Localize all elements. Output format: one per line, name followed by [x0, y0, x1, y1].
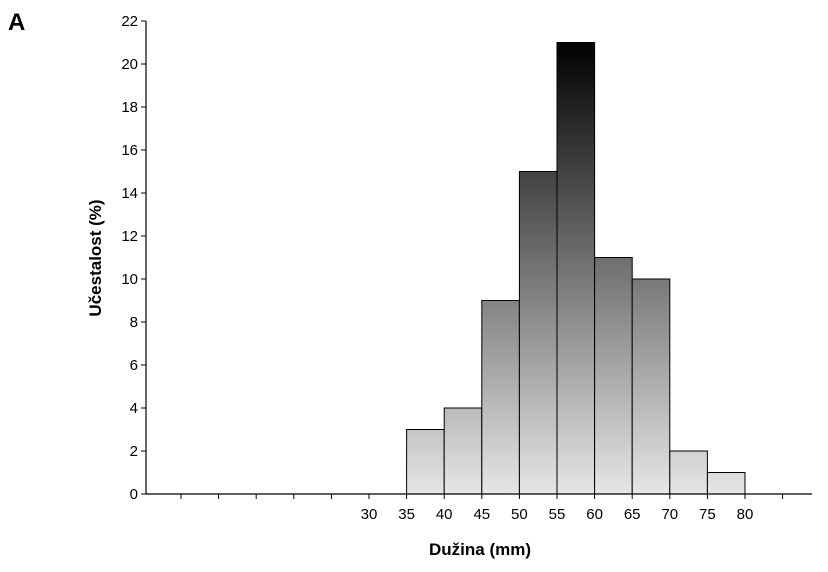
- bar-55-60: [556, 42, 596, 495]
- y-tick-label: 8: [130, 314, 138, 331]
- x-tick-label: 45: [473, 506, 490, 523]
- x-tick-label: 55: [549, 506, 566, 523]
- x-tick-label: 60: [586, 506, 603, 523]
- x-tick-label: 75: [699, 506, 716, 523]
- y-tick-label: 16: [121, 142, 138, 159]
- x-tick-label: 65: [624, 506, 641, 523]
- x-tick-label: 80: [737, 506, 754, 523]
- x-tick-label: 70: [661, 506, 678, 523]
- y-tick-label: 18: [121, 99, 138, 116]
- x-axis-label: Dužina (mm): [429, 540, 531, 559]
- bar-45-50: [481, 300, 520, 495]
- bar-35-40: [406, 429, 445, 495]
- panel-label: A: [8, 9, 25, 36]
- bar-70-75: [669, 450, 708, 495]
- bar-50-55: [518, 171, 558, 495]
- y-tick-label: 4: [130, 400, 138, 417]
- y-tick-label: 22: [121, 13, 138, 30]
- y-tick-label: 10: [121, 271, 138, 288]
- y-tick-label: 20: [121, 56, 138, 73]
- bar-75-80: [706, 472, 746, 495]
- y-axis-label: Učestalost (%): [86, 199, 105, 316]
- x-tick-label: 40: [436, 506, 453, 523]
- bars-group: [406, 42, 746, 495]
- bar-60-65: [594, 257, 633, 495]
- y-tick-label: 6: [130, 357, 138, 374]
- y-tick-label: 2: [130, 443, 138, 460]
- x-tick-label: 35: [398, 506, 415, 523]
- x-tick-label: 50: [511, 506, 528, 523]
- x-tick-label: 30: [361, 506, 378, 523]
- y-tick-label: 0: [130, 486, 138, 503]
- bar-65-70: [631, 278, 671, 495]
- bar-40-45: [443, 407, 483, 495]
- axes-group: 0 2 4 6 8 10 12 14 16 18 20 22 30 35 40 45 50 55 60 65 70 75 8…: [121, 13, 812, 523]
- y-tick-label: 12: [121, 228, 138, 245]
- y-tick-label: 14: [121, 185, 138, 202]
